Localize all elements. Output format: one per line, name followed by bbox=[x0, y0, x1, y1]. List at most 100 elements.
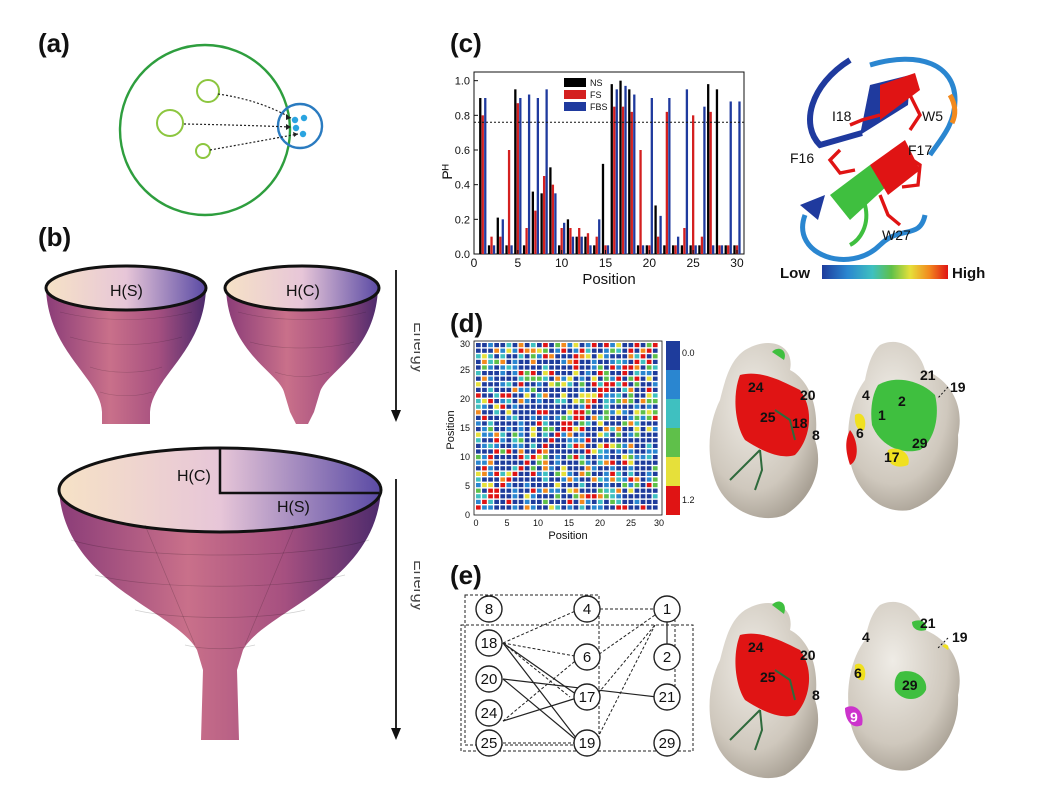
bar-fbs bbox=[633, 94, 636, 255]
heatmap-cell bbox=[610, 410, 615, 415]
heatmap-cell bbox=[604, 343, 609, 348]
heatmap-cell bbox=[640, 359, 646, 364]
heatmap-cell bbox=[573, 449, 579, 454]
heatmap-cell bbox=[524, 376, 530, 381]
bar-fbs bbox=[527, 94, 531, 255]
interaction-network: 8 18 20 24 25 4 6 17 19 1 2 21 29 bbox=[460, 594, 694, 757]
heatmap-cell bbox=[628, 455, 634, 460]
heatmap-cell bbox=[591, 477, 597, 482]
heatmap-cell bbox=[561, 371, 567, 376]
funnel-big-hs: H(S) bbox=[277, 499, 310, 516]
heatmap-cell bbox=[518, 354, 524, 359]
heatmap-cell bbox=[573, 404, 579, 409]
heatmap-cell bbox=[598, 376, 603, 381]
network-node-label: 2 bbox=[663, 649, 671, 666]
heatmap-cell bbox=[549, 365, 554, 370]
heatmap-cell bbox=[652, 499, 658, 504]
heatmap-cell bbox=[500, 371, 506, 376]
bar-fbs bbox=[554, 193, 557, 254]
heatmap-cell bbox=[555, 399, 560, 404]
bar-fbs bbox=[545, 89, 548, 254]
heatmap-cell bbox=[476, 427, 481, 432]
heatmap-cell bbox=[622, 393, 628, 398]
heatmap-cell bbox=[567, 443, 573, 448]
heatmap-cell bbox=[628, 404, 634, 409]
bar-fs bbox=[718, 245, 721, 254]
heatmap-cell bbox=[634, 438, 640, 443]
heatmap-cell bbox=[506, 382, 512, 387]
heatmap-cell bbox=[530, 466, 536, 471]
heatmap-cell bbox=[628, 432, 634, 437]
bar-ns bbox=[566, 219, 570, 254]
bar-fbs bbox=[484, 98, 487, 254]
heatmap-cell bbox=[646, 387, 652, 392]
heatmap-cell bbox=[488, 466, 493, 471]
heatmap-cell bbox=[652, 387, 658, 392]
heatmap-cell bbox=[622, 483, 628, 488]
heatmap-cell bbox=[494, 466, 499, 471]
bar-fbs bbox=[519, 98, 522, 254]
heatmap-cell bbox=[530, 354, 536, 359]
heatmap-cell bbox=[591, 343, 597, 348]
heatmap-cell bbox=[561, 421, 567, 426]
bar-fs bbox=[604, 245, 607, 254]
heatmap-cell bbox=[506, 376, 512, 381]
heatmap-cell bbox=[604, 348, 609, 353]
heatmap-cell bbox=[567, 399, 573, 404]
heatmap-cell bbox=[524, 343, 530, 348]
bar-fs bbox=[639, 150, 642, 254]
surface-label: 18 bbox=[792, 415, 808, 431]
heatmap-cell bbox=[561, 354, 567, 359]
heatmap-cell bbox=[604, 449, 609, 454]
heatmap-cell bbox=[616, 365, 621, 370]
heatmap-cell bbox=[652, 494, 658, 499]
heatmap-cell bbox=[610, 488, 615, 493]
heatmap-cell bbox=[524, 393, 530, 398]
bar-ns bbox=[628, 89, 631, 254]
bar-fbs bbox=[641, 245, 645, 254]
heatmap-cell bbox=[585, 449, 591, 454]
heatmap-cell bbox=[628, 354, 634, 359]
heatmap-cell bbox=[500, 415, 506, 420]
heatmap-cell bbox=[488, 376, 493, 381]
heatmap-cell bbox=[543, 399, 548, 404]
heatmap-cell bbox=[549, 348, 554, 353]
surface-label: 19 bbox=[950, 379, 966, 395]
heatmap-cell bbox=[652, 348, 658, 353]
heatmap-cell bbox=[512, 432, 518, 437]
heatmap-cell bbox=[482, 460, 487, 465]
bar-fbs bbox=[668, 98, 671, 254]
heatmap-cell bbox=[561, 365, 567, 370]
heatmap-cell bbox=[506, 343, 512, 348]
heatmap-cell bbox=[640, 443, 646, 448]
heatmap-cell bbox=[640, 399, 646, 404]
heatmap-cell bbox=[652, 438, 658, 443]
heatmap-cell bbox=[628, 393, 634, 398]
heatmap-cell bbox=[543, 348, 548, 353]
heatmap-cell bbox=[488, 499, 493, 504]
heatmap-cell bbox=[482, 365, 487, 370]
heatmap-cell bbox=[524, 443, 530, 448]
heatmap-cell bbox=[500, 354, 506, 359]
heatmap-cell bbox=[616, 376, 621, 381]
heatmap-cell bbox=[567, 477, 573, 482]
heatmap-cell bbox=[585, 443, 591, 448]
heatmap-cell bbox=[628, 343, 634, 348]
heatmap-cell bbox=[512, 494, 518, 499]
heatmap-cell bbox=[573, 499, 579, 504]
bar-fbs bbox=[685, 89, 689, 254]
heatmap-cell bbox=[543, 499, 548, 504]
heatmap-cell bbox=[476, 359, 481, 364]
heatmap-cell bbox=[524, 427, 530, 432]
heatmap-cell bbox=[506, 466, 512, 471]
heatmap-cell bbox=[494, 449, 499, 454]
heatmap-cell bbox=[537, 404, 542, 409]
heatmap-cell bbox=[482, 359, 487, 364]
heatmap-cell bbox=[537, 488, 542, 493]
bar-fs bbox=[569, 228, 572, 254]
heatmap-cell bbox=[579, 348, 585, 353]
heatmap-cell bbox=[549, 443, 554, 448]
heatmap-cell bbox=[512, 348, 518, 353]
heatmap-cell bbox=[616, 382, 621, 387]
heatmap-cell bbox=[573, 432, 579, 437]
